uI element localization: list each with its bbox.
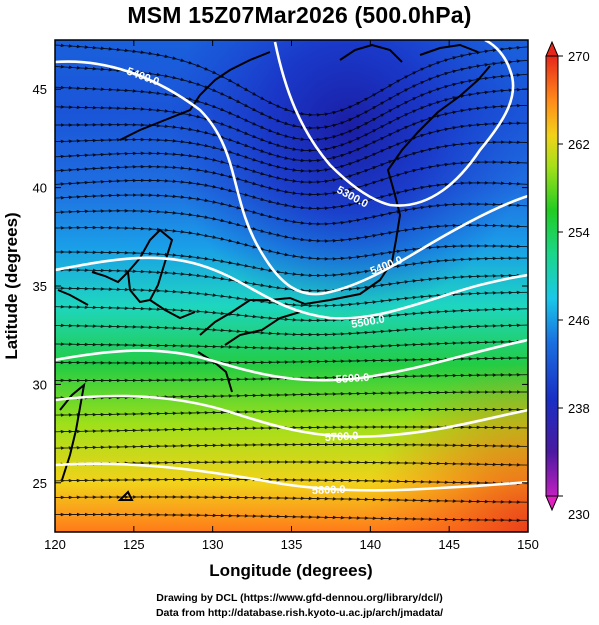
y-tick-label: 40 — [33, 181, 47, 196]
coastline — [57, 43, 491, 501]
credit-data: Data from http://database.rish.kyoto-u.a… — [155, 607, 444, 619]
streamline — [55, 323, 528, 337]
y-tick-label: 30 — [33, 377, 47, 392]
contour-label: 5600.0 — [335, 372, 369, 386]
colorbar-max-triangle — [545, 40, 559, 57]
y-tick-label: 25 — [33, 476, 47, 491]
x-tick-label: 120 — [44, 537, 66, 552]
x-tick-label: 125 — [123, 537, 145, 552]
x-tick-label: 130 — [202, 537, 224, 552]
colorbar-ticks: 230 238 246 254 262 270 — [558, 49, 590, 522]
streamline — [55, 512, 527, 523]
streamline — [55, 460, 528, 467]
contour-label: 5700.0 — [325, 430, 359, 444]
geopotential-contours — [55, 40, 528, 492]
x-tick-label: 140 — [359, 537, 381, 552]
colorbar-tick-label: 254 — [568, 225, 590, 240]
colorbar-tick-label: 238 — [568, 401, 590, 416]
streamline — [55, 339, 528, 351]
streamlines — [55, 43, 528, 523]
colorbar-tick-label: 246 — [568, 313, 590, 328]
streamline — [55, 407, 527, 417]
streamline — [55, 304, 528, 323]
x-axis-label: Longitude (degrees) — [209, 561, 372, 580]
x-tick-label: 145 — [438, 537, 460, 552]
credit-drawing: Drawing by DCL (https://www.gfd-dennou.o… — [156, 592, 443, 604]
colorbar-tick-label: 270 — [568, 49, 590, 64]
y-axis-label: Latitude (degrees) — [2, 212, 21, 359]
streamline — [55, 442, 528, 450]
colorbar-tick-label: 230 — [568, 507, 590, 522]
colorbar-min-triangle — [545, 495, 559, 512]
contour-label: 5500.0 — [350, 313, 385, 331]
x-tick-label: 150 — [517, 537, 539, 552]
streamline — [55, 495, 528, 504]
streamline — [55, 477, 528, 486]
colorbar-tick-label: 262 — [568, 137, 590, 152]
temperature-field: 5400.0 5300.0 5400.0 5500.0 5600.0 5700.… — [55, 40, 528, 532]
colorbar: 230 238 246 254 262 270 — [545, 40, 590, 522]
chart-title: MSM 15Z07Mar2026 (500.0hPa) — [127, 2, 472, 28]
y-tick-label: 45 — [33, 82, 47, 97]
x-axis-ticks: 120 125 130 135 140 145 150 — [44, 40, 539, 552]
y-tick-label: 35 — [33, 279, 47, 294]
y-axis-ticks: 25 30 35 40 45 — [33, 82, 528, 491]
contour-label: 5800.0 — [312, 484, 346, 497]
x-tick-label: 135 — [281, 537, 303, 552]
